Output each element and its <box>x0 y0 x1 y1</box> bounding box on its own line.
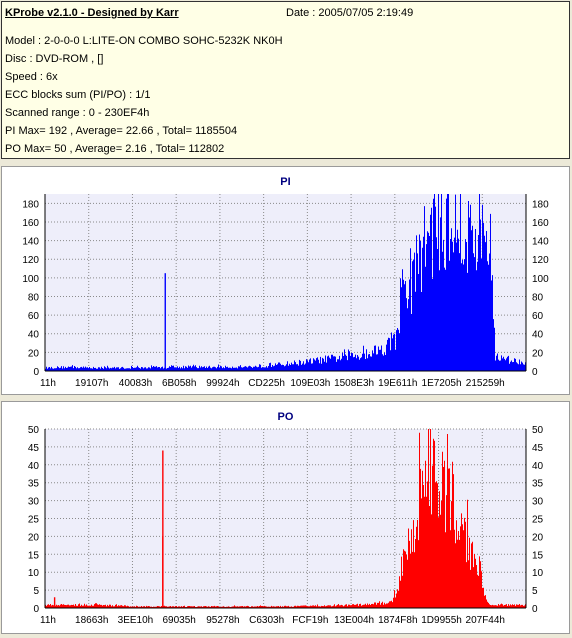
po-ytick-right: 25 <box>532 515 544 526</box>
pi-xtick-label: 99924h <box>206 378 239 389</box>
po-xtick-label: FCF19h <box>292 615 328 626</box>
po-ytick-left: 45 <box>28 443 40 454</box>
po-xtick-label: 207F44h <box>466 615 505 626</box>
pi-xtick-label: 11h <box>40 378 56 389</box>
po-ytick-left: 50 <box>28 425 40 436</box>
disc-line: Disc : DVD-ROM , [] <box>5 53 104 65</box>
po-ytick-left: 5 <box>33 586 39 597</box>
po-stats-line: PO Max= 50 , Average= 2.16 , Total= 1128… <box>5 143 225 155</box>
pi-ytick-left: 80 <box>28 292 40 303</box>
po-ytick-left: 0 <box>33 604 39 615</box>
pi-xtick-label: 40083h <box>119 378 152 389</box>
pi-ytick-right: 100 <box>532 274 549 285</box>
pi-ytick-left: 0 <box>33 367 39 378</box>
po-ytick-left: 15 <box>28 550 40 561</box>
range-line: Scanned range : 0 - 230EF4h <box>5 107 150 119</box>
po-xtick-label: 18663h <box>75 615 108 626</box>
po-ytick-right: 50 <box>532 425 544 436</box>
pi-ytick-left: 140 <box>22 237 39 248</box>
po-ytick-right: 30 <box>532 497 544 508</box>
po-ytick-left: 20 <box>28 532 40 543</box>
pi-xtick-label: 19107h <box>75 378 108 389</box>
pi-chart: PI 0 0 20 20 40 40 60 60 80 80 100 100 120 120 140 140 16… <box>22 176 549 389</box>
po-ytick-left: 25 <box>28 515 40 526</box>
pi-xtick-label: 1508E3h <box>334 378 374 389</box>
po-chart-title: PO <box>278 411 294 423</box>
pi-ytick-left: 160 <box>22 218 39 229</box>
pi-ytick-left: 180 <box>22 199 39 210</box>
ecc-line: ECC blocks sum (PI/PO) : 1/1 <box>5 89 151 101</box>
pi-series <box>45 194 526 371</box>
po-xtick-label: 3EE10h <box>118 615 154 626</box>
pi-ytick-right: 120 <box>532 255 549 266</box>
pi-xtick-label: 215259h <box>466 378 505 389</box>
po-ytick-left: 30 <box>28 497 40 508</box>
po-xtick-label: 13E004h <box>334 615 374 626</box>
pi-xtick-label: 19E611h <box>378 378 417 389</box>
po-xtick-label: 11h <box>40 615 56 626</box>
pi-stats-line: PI Max= 192 , Average= 22.66 , Total= 11… <box>5 125 238 137</box>
pi-ytick-right: 140 <box>532 237 549 248</box>
po-ytick-left: 35 <box>28 479 40 490</box>
po-ytick-right: 35 <box>532 479 544 490</box>
pi-ytick-right: 180 <box>532 199 549 210</box>
pi-ytick-right: 20 <box>532 348 544 359</box>
pi-xtick-label: 6B058h <box>162 378 196 389</box>
po-ytick-left: 10 <box>28 568 40 579</box>
po-xtick-label: 69035h <box>162 615 195 626</box>
pi-ytick-left: 60 <box>28 311 40 322</box>
po-ytick-right: 10 <box>532 568 544 579</box>
po-ytick-right: 0 <box>532 604 538 615</box>
po-xtick-label: 95278h <box>206 615 239 626</box>
pi-xtick-label: 109E03h <box>290 378 330 389</box>
app-title: KProbe v2.1.0 - Designed by Karr <box>5 7 179 19</box>
pi-ytick-right: 80 <box>532 292 544 303</box>
pi-ytick-left: 20 <box>28 348 40 359</box>
po-ytick-left: 40 <box>28 461 40 472</box>
po-ytick-right: 15 <box>532 550 544 561</box>
po-ytick-right: 20 <box>532 532 544 543</box>
po-ytick-right: 40 <box>532 461 544 472</box>
po-chart: PO 0 0 5 5 10 10 15 15 20 20 25 25 30 30 35 35 40 40 45 45 50… <box>28 411 544 626</box>
pi-ytick-left: 100 <box>22 274 39 285</box>
pi-ytick-right: 60 <box>532 311 544 322</box>
pi-chart-title: PI <box>280 176 290 188</box>
speed-line: Speed : 6x <box>5 71 58 83</box>
pi-xtick-label: CD225h <box>248 378 285 389</box>
pi-ytick-right: 160 <box>532 218 549 229</box>
pi-ytick-right: 40 <box>532 330 544 341</box>
scan-date: Date : 2005/07/05 2:19:49 <box>286 7 414 19</box>
pi-ytick-right: 0 <box>532 367 538 378</box>
model-line: Model : 2-0-0-0 L:LITE-ON COMBO SOHC-523… <box>5 35 283 47</box>
pi-ytick-left: 120 <box>22 255 39 266</box>
po-chart-panel: PO 0 0 5 5 10 10 15 15 20 20 25 25 30 30 35 35 40 40 45 45 50… <box>1 401 570 634</box>
pi-chart-panel: PI 0 0 20 20 40 40 60 60 80 80 100 100 120 120 140 140 16… <box>1 166 570 395</box>
po-ytick-right: 5 <box>532 586 538 597</box>
po-xtick-label: 1D9955h <box>421 615 462 626</box>
pi-ytick-left: 40 <box>28 330 40 341</box>
po-xtick-label: 1874F8h <box>378 615 417 626</box>
info-panel: KProbe v2.1.0 - Designed by Karr Date : … <box>1 1 570 159</box>
po-ytick-right: 45 <box>532 443 544 454</box>
pi-xtick-label: 1E7205h <box>422 378 462 389</box>
po-xtick-label: C6303h <box>249 615 284 626</box>
